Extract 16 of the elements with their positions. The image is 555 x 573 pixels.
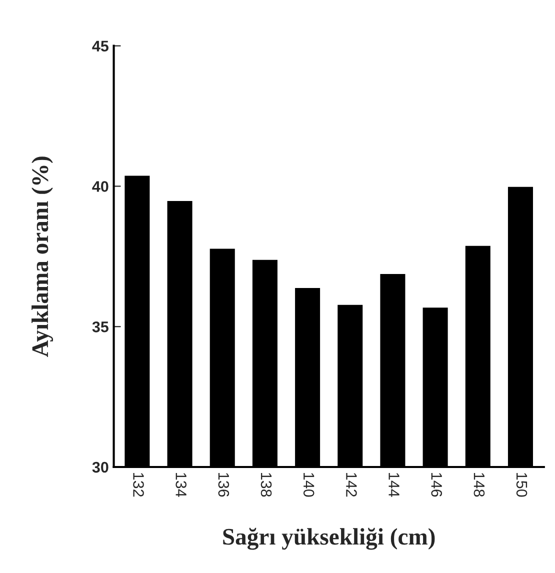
x-tick-label: 144 bbox=[388, 473, 400, 497]
y-tick-label: 30 bbox=[92, 462, 108, 473]
x-tick-label: 148 bbox=[474, 473, 485, 497]
y-tick-label: 45 bbox=[92, 40, 108, 52]
x-tick-label: 138 bbox=[260, 473, 272, 497]
x-tick-label: 136 bbox=[218, 473, 230, 497]
y-tick-label: 35 bbox=[92, 321, 108, 332]
x-tick-label: 146 bbox=[431, 473, 442, 497]
x-axis-title: Sağrı yüksekliği (cm) bbox=[223, 528, 435, 550]
x-tick-label: 142 bbox=[346, 473, 357, 497]
x-tick-label: 140 bbox=[303, 473, 314, 497]
x-tick-label: 132 bbox=[133, 473, 144, 497]
y-axis-title: Ayıklama oranı (%) bbox=[32, 156, 54, 357]
x-tick-label: 134 bbox=[176, 473, 186, 497]
x-tick-label: 150 bbox=[516, 473, 528, 497]
y-tick-label: 40 bbox=[92, 181, 108, 192]
